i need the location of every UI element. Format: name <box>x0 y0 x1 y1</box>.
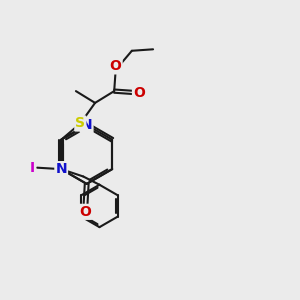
Text: N: N <box>81 118 92 132</box>
Text: N: N <box>56 162 67 176</box>
Text: S: S <box>75 116 85 130</box>
Text: O: O <box>133 85 145 100</box>
Text: O: O <box>110 59 122 74</box>
Text: O: O <box>79 205 91 219</box>
Text: I: I <box>30 161 35 175</box>
